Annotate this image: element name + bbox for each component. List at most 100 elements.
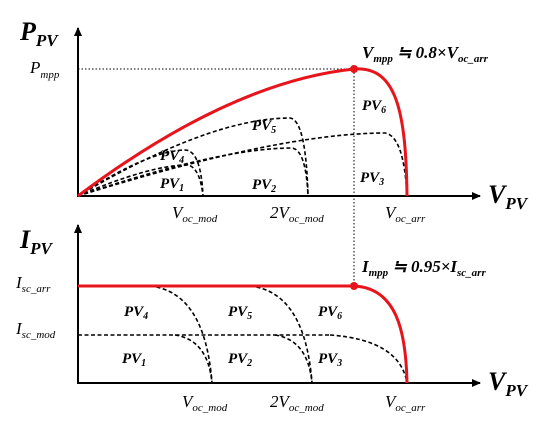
label-text: PV bbox=[122, 351, 143, 367]
label-sub: 5 bbox=[271, 125, 276, 136]
curve-label: PV5 bbox=[252, 118, 276, 136]
curve-labels: PV1 PV2 PV3 PV4 PV5 PV6 bbox=[160, 98, 386, 195]
x-label: 2Voc_mod bbox=[270, 392, 324, 414]
curve-label: PV3 bbox=[318, 351, 342, 369]
label-sub: oc_mod bbox=[192, 402, 227, 414]
label-sub: oc_mod bbox=[182, 213, 217, 225]
label-sub: sc_arr bbox=[22, 283, 51, 295]
label-sub: sc_mod bbox=[22, 329, 56, 341]
label-sub: PV bbox=[29, 239, 53, 258]
label-sub: oc_arr bbox=[395, 213, 426, 225]
label-sub: oc_mod bbox=[289, 213, 324, 225]
y-axis-label: PPV bbox=[19, 17, 59, 50]
label-sub: 4 bbox=[178, 155, 184, 166]
curve-label: PV1 bbox=[122, 351, 146, 369]
label-sub: oc_mod bbox=[289, 402, 324, 414]
x-labels: Voc_mod 2Voc_mod Voc_arr bbox=[182, 392, 426, 414]
curve-label: PV4 bbox=[160, 148, 184, 166]
label-text: PV bbox=[360, 170, 381, 186]
label-text: 2 bbox=[270, 203, 279, 222]
curve bbox=[149, 285, 213, 384]
label-text: PV bbox=[228, 351, 249, 367]
label-sub: mpp bbox=[373, 53, 393, 65]
label-text: P bbox=[29, 58, 40, 77]
y-marker: Isc_mod bbox=[15, 319, 56, 341]
label-text: I bbox=[15, 319, 23, 338]
label-text: PV bbox=[318, 304, 339, 320]
label-text: I bbox=[361, 257, 370, 276]
label-text: I bbox=[15, 273, 23, 292]
label-text: PV bbox=[228, 304, 249, 320]
y-axis-label: IPV bbox=[19, 225, 54, 258]
curve bbox=[77, 132, 408, 197]
curve-label: PV2 bbox=[228, 351, 252, 369]
label-text: P bbox=[19, 17, 37, 46]
label-sub: mpp bbox=[40, 69, 59, 81]
label-text: I bbox=[449, 257, 458, 276]
label-text: V bbox=[279, 392, 292, 411]
label-text: V bbox=[447, 43, 460, 62]
x-axis-label: VPV bbox=[488, 180, 529, 213]
curve bbox=[77, 117, 309, 197]
label-text: PV bbox=[252, 177, 273, 193]
curve bbox=[174, 334, 213, 384]
label-text: V bbox=[279, 203, 292, 222]
label-text: V bbox=[488, 180, 508, 209]
label-sub: oc_arr bbox=[458, 53, 489, 65]
label-sub: 6 bbox=[381, 105, 386, 116]
curve-label: PV6 bbox=[362, 98, 386, 116]
curve-label: PV5 bbox=[228, 304, 252, 322]
curve bbox=[329, 334, 408, 384]
label-text: PV bbox=[362, 98, 383, 114]
label-sub: 4 bbox=[142, 311, 148, 322]
bottom-plot: IPV VPV Isc_arr Isc_mod Impp ≒ 0.95×Isc_… bbox=[15, 224, 529, 414]
x-label: Voc_mod bbox=[182, 392, 228, 414]
label-text: ≒ 0.8× bbox=[393, 43, 447, 62]
curve bbox=[77, 164, 204, 197]
label-sub: 3 bbox=[336, 358, 342, 369]
x-label: Voc_mod bbox=[172, 203, 218, 225]
mpp-curve bbox=[77, 67, 409, 198]
curve-label: PV1 bbox=[160, 176, 184, 194]
label-sub: 3 bbox=[378, 177, 384, 188]
y-marker: Pmpp bbox=[29, 58, 60, 81]
label-text: PV bbox=[252, 118, 273, 134]
label-sub: PV bbox=[504, 194, 528, 213]
curve-labels: PV1 PV2 PV3 PV4 PV5 PV6 bbox=[122, 304, 342, 369]
curve bbox=[77, 147, 309, 197]
x-label: 2Voc_mod bbox=[270, 203, 324, 225]
label-text: PV bbox=[160, 176, 181, 192]
label-text: PV bbox=[318, 351, 339, 367]
x-labels: Voc_mod 2Voc_mod Voc_arr bbox=[172, 203, 426, 225]
label-sub: PV bbox=[504, 381, 528, 400]
top-plot: PPV VPV Pmpp Vmpp ≒ 0.8×Voc_arr PV1 PV2 … bbox=[19, 17, 529, 286]
curve-label: PV2 bbox=[252, 177, 276, 195]
curve-label: PV4 bbox=[124, 304, 148, 322]
label-text: V bbox=[362, 43, 375, 62]
label-text: PV bbox=[124, 304, 145, 320]
x-label: Voc_arr bbox=[385, 392, 426, 414]
label-text: V bbox=[182, 392, 195, 411]
mpp-point bbox=[350, 65, 358, 73]
curve bbox=[274, 334, 313, 384]
label-text: V bbox=[172, 203, 185, 222]
label-sub: 1 bbox=[141, 358, 146, 369]
curve bbox=[77, 149, 204, 197]
label-sub: sc_arr bbox=[456, 267, 486, 279]
label-text: PV bbox=[160, 148, 181, 164]
label-text: I bbox=[19, 225, 31, 254]
label-sub: mpp bbox=[369, 267, 389, 279]
annotation: Impp ≒ 0.95×Isc_arr bbox=[361, 257, 486, 279]
label-sub: PV bbox=[35, 31, 59, 50]
annotation: Vmpp ≒ 0.8×Voc_arr bbox=[362, 43, 489, 65]
label-text: V bbox=[385, 392, 398, 411]
x-label: Voc_arr bbox=[385, 203, 426, 225]
label-text: V bbox=[385, 203, 398, 222]
curve bbox=[249, 285, 313, 384]
x-axis-label: VPV bbox=[488, 367, 529, 400]
y-marker: Isc_arr bbox=[15, 273, 51, 295]
label-sub: 2 bbox=[270, 184, 276, 195]
label-sub: oc_arr bbox=[395, 402, 426, 414]
curve-label: PV3 bbox=[360, 170, 384, 188]
